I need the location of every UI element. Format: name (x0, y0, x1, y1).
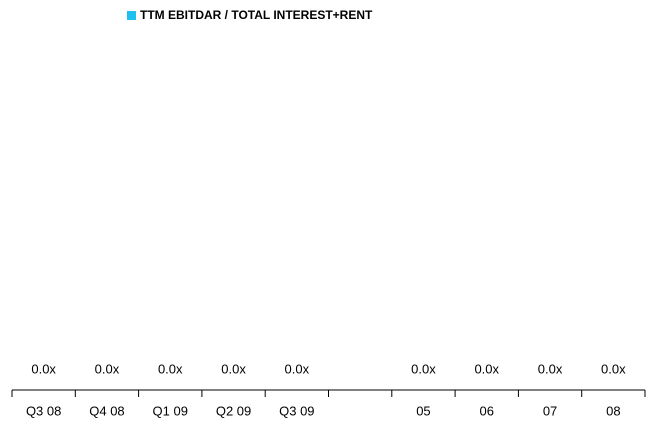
legend-label: TTM EBITDAR / TOTAL INTEREST+RENT (140, 8, 373, 22)
value-label: 0.0x (411, 361, 436, 376)
x-tick-label: 05 (416, 403, 430, 418)
legend: TTM EBITDAR / TOTAL INTEREST+RENT (127, 8, 373, 22)
x-tick-label: Q1 09 (153, 403, 188, 418)
x-tick-label: Q2 09 (216, 403, 251, 418)
x-tick-label: 07 (543, 403, 557, 418)
value-label: 0.0x (474, 361, 499, 376)
x-tick-label: Q4 08 (89, 403, 124, 418)
value-label: 0.0x (221, 361, 246, 376)
value-label: 0.0x (601, 361, 626, 376)
x-tick-label: 08 (606, 403, 620, 418)
value-label: 0.0x (158, 361, 183, 376)
value-label: 0.0x (538, 361, 563, 376)
value-label: 0.0x (31, 361, 56, 376)
x-tick-label: 06 (480, 403, 494, 418)
x-tick-label: Q3 09 (279, 403, 314, 418)
value-label: 0.0x (95, 361, 120, 376)
x-tick-label: Q3 08 (26, 403, 61, 418)
legend-swatch (127, 11, 136, 20)
value-label: 0.0x (285, 361, 310, 376)
